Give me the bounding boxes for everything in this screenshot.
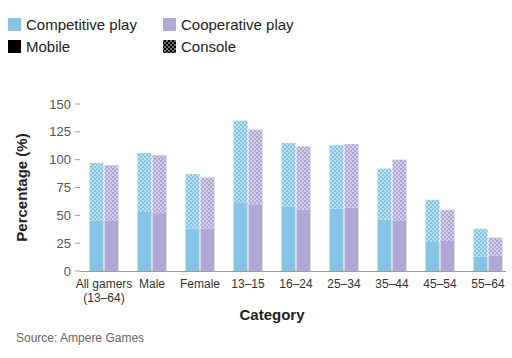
y-axis-title: Percentage (%) (13, 133, 30, 241)
y-tick-label: 50 (57, 208, 71, 223)
y-tick (75, 131, 80, 132)
x-tick-label: 13–15 (231, 277, 265, 291)
x-tick-label: Male (139, 277, 165, 291)
bar-mobile (234, 203, 248, 271)
y-tick-label: 75 (57, 180, 71, 195)
bar-console (426, 200, 440, 242)
bar-console (345, 144, 359, 207)
bar-console (474, 229, 488, 257)
bar-mobile (138, 212, 152, 271)
y-tick-label: 25 (57, 236, 71, 251)
x-tick-label: 55–64 (471, 277, 505, 291)
bar-console (297, 146, 311, 209)
y-tick (75, 159, 80, 160)
x-tick-label: 35–44 (375, 277, 409, 291)
bar-console (249, 130, 263, 205)
bars (90, 121, 503, 271)
bar-console (489, 238, 503, 256)
y-tick (75, 243, 80, 244)
bar-mobile (489, 255, 503, 271)
bar-console (186, 174, 200, 229)
legend-label: Competitive play (26, 16, 137, 33)
bar-mobile (474, 257, 488, 271)
x-tick-label-line: 13–15 (231, 277, 265, 291)
x-tick-label: 25–34 (327, 277, 361, 291)
y-tick (75, 215, 80, 216)
bar-console (393, 160, 407, 221)
bar-mobile (186, 229, 200, 271)
x-tick-label: All gamers(13–64) (76, 277, 133, 305)
bar-mobile (282, 206, 296, 271)
bar-mobile (201, 229, 215, 271)
legend-swatch (163, 18, 176, 31)
bar-mobile (330, 209, 344, 271)
legend-label: Mobile (26, 38, 70, 55)
x-axis (80, 271, 506, 272)
bar-mobile (105, 221, 119, 271)
bar-mobile (249, 204, 263, 271)
legend-label: Console (181, 38, 236, 55)
chart: Competitive play Cooperative play Mobile Co… (0, 0, 512, 358)
x-tick-label-line: 45–54 (423, 277, 457, 291)
bar-console (90, 163, 104, 221)
bar-console (201, 177, 215, 228)
bar-mobile (393, 221, 407, 271)
bar-mobile (153, 213, 167, 271)
x-tick-label-line: 25–34 (327, 277, 361, 291)
x-tick-label-line: All gamers (76, 277, 133, 291)
x-axis-title: Category (239, 306, 305, 323)
y-tick (75, 271, 80, 272)
legend-label: Cooperative play (181, 16, 294, 33)
bar-mobile (378, 220, 392, 271)
bar-mobile (90, 221, 104, 271)
x-tick-label-line: (13–64) (83, 291, 124, 305)
y-tick-label: 0 (64, 264, 71, 279)
bar-console (153, 155, 167, 213)
bar-console (234, 121, 248, 203)
bar-console (378, 169, 392, 220)
y-tick (75, 104, 80, 105)
x-tick-label: 45–54 (423, 277, 457, 291)
legend-swatch (163, 40, 176, 53)
legend-swatch (8, 18, 21, 31)
x-tick-label-line: 16–24 (279, 277, 313, 291)
bar-console (138, 153, 152, 212)
y-tick-label: 150 (49, 97, 71, 112)
x-tick-label-line: Female (180, 277, 220, 291)
bar-console (282, 143, 296, 206)
bar-console (441, 210, 455, 241)
bar-mobile (345, 208, 359, 271)
bar-console (330, 145, 344, 208)
source: Source: Ampere Games (16, 331, 144, 345)
bar-mobile (441, 241, 455, 271)
x-tick-label-line: 35–44 (375, 277, 409, 291)
legend-swatch (8, 40, 21, 53)
x-tick-label-line: 55–64 (471, 277, 505, 291)
x-tick-label: 16–24 (279, 277, 313, 291)
y-tick (75, 187, 80, 188)
bar-console (105, 165, 119, 221)
y-tick-label: 125 (49, 124, 71, 139)
x-tick-label-line: Male (139, 277, 165, 291)
x-tick-label: Female (180, 277, 220, 291)
y-tick-label: 100 (49, 152, 71, 167)
bar-mobile (297, 210, 311, 271)
bar-mobile (426, 242, 440, 271)
